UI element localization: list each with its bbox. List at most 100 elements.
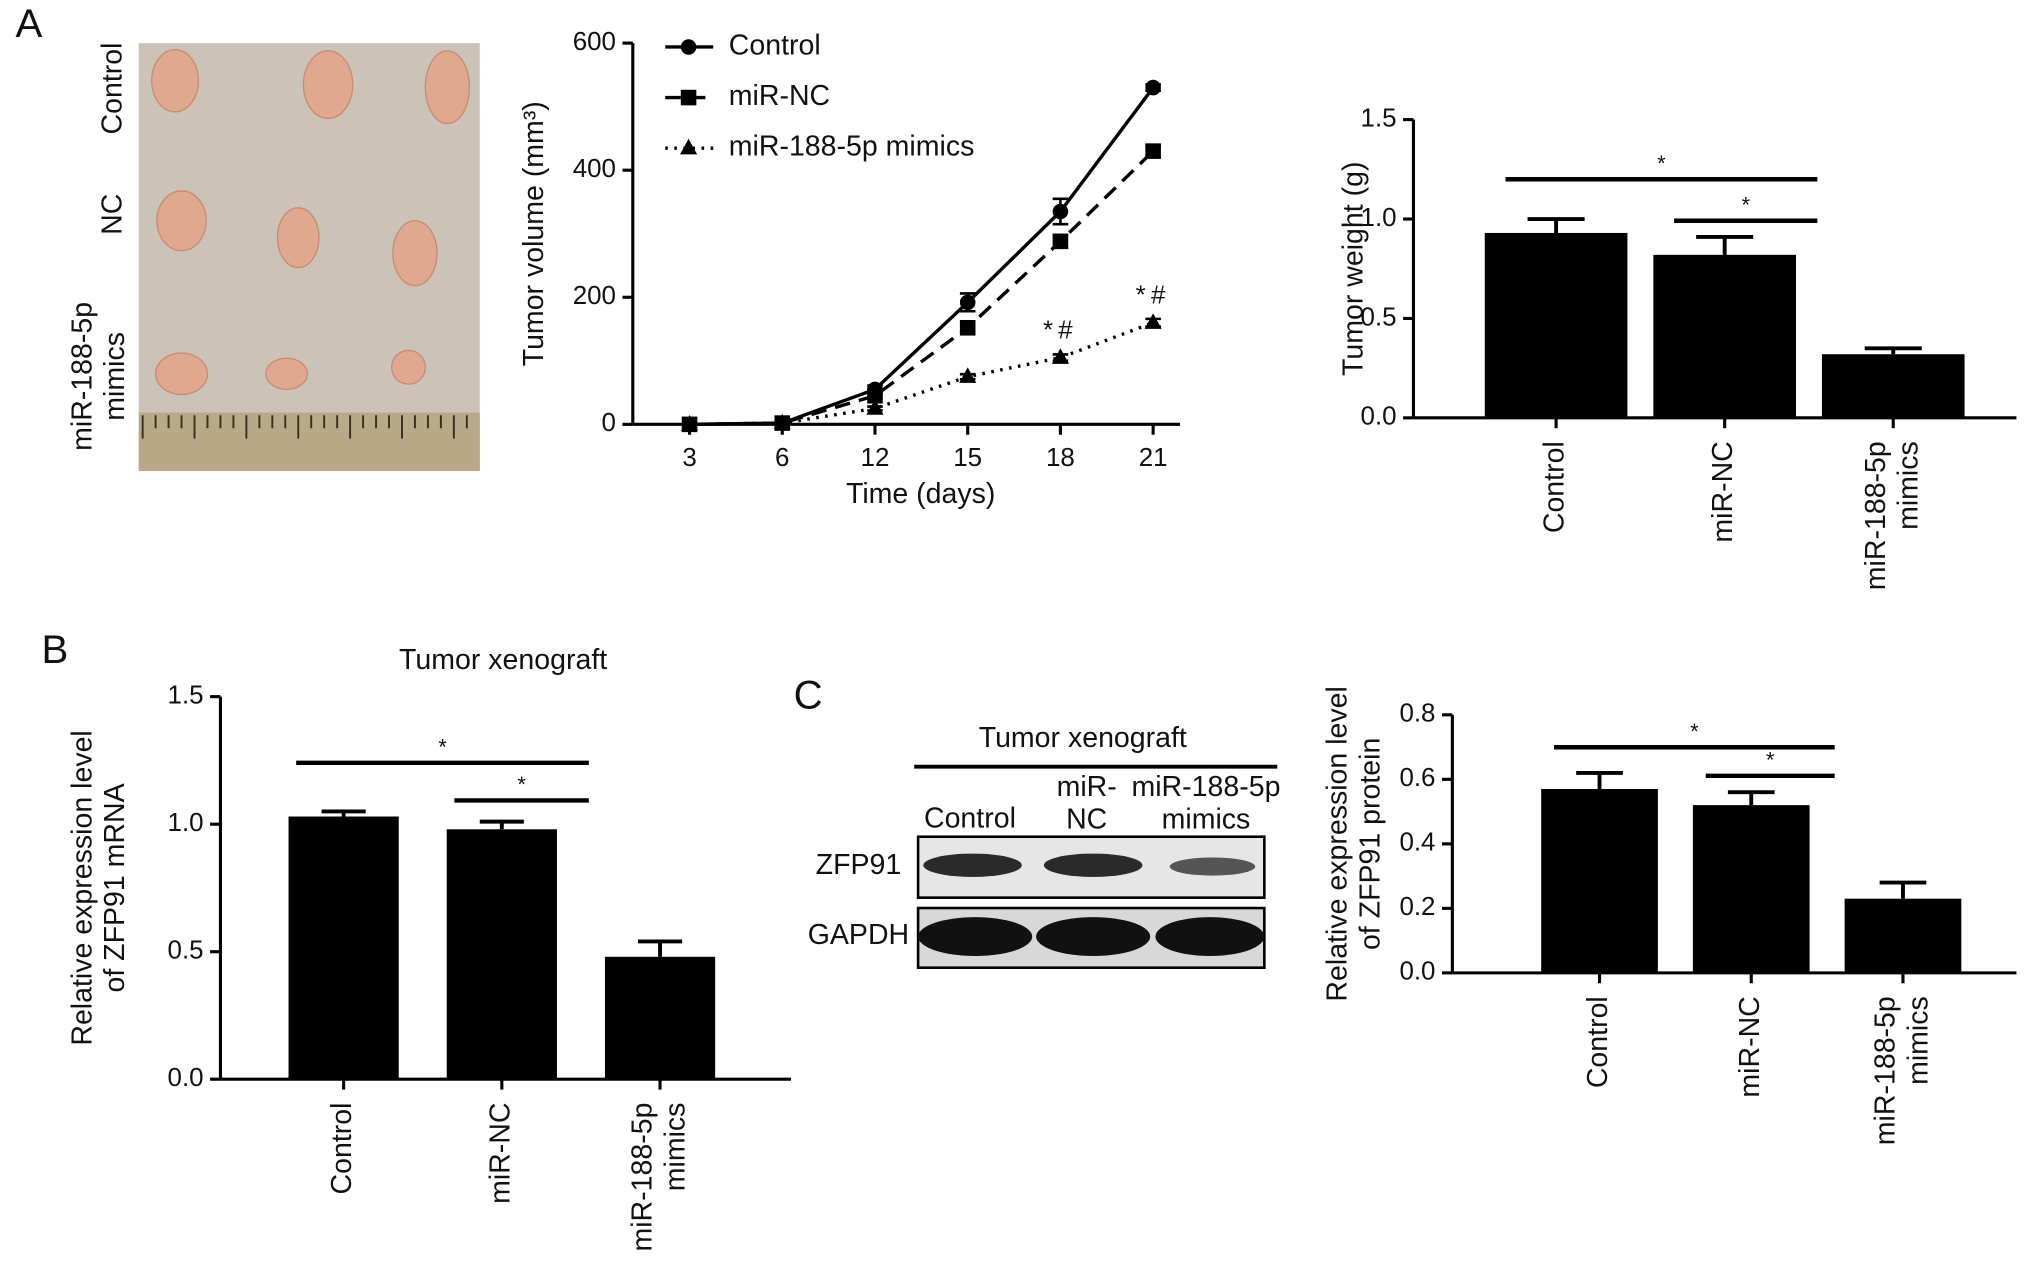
error-bar [321, 809, 366, 817]
y-tick-label: 0.5 [1361, 303, 1397, 331]
bar [446, 829, 557, 1080]
blot-lane-label: miR-188-5p mimics [1131, 770, 1280, 835]
y-axis-label: Relative expression levelof ZFP91 mRNA [66, 730, 131, 1045]
photo-row-label: Control [97, 43, 129, 135]
marker [959, 294, 976, 311]
series-line [689, 149, 1155, 427]
marker [680, 89, 697, 106]
panel-label: B [41, 627, 68, 672]
error-bar [1864, 346, 1922, 355]
x-tick-label: 12 [861, 444, 890, 472]
error-bar [1576, 770, 1623, 790]
x-tick-label: Control [1582, 996, 1614, 1088]
significance-label: * [1741, 192, 1750, 217]
panel-label: A [16, 1, 43, 46]
y-tick-label: 200 [573, 282, 616, 310]
y-tick-label: 1.5 [1361, 104, 1397, 132]
x-tick-label: 15 [953, 444, 982, 472]
bar [1844, 898, 1962, 973]
bar [1821, 354, 1965, 418]
y-axis-label: Relative expression levelof ZFP91 protei… [1321, 686, 1386, 1001]
blot-lane-label: Control [924, 802, 1016, 834]
bar [1484, 232, 1628, 418]
bar [1692, 805, 1810, 973]
marker [1052, 233, 1069, 250]
error-bar [1879, 880, 1927, 899]
x-tick-label: miR-NC [1707, 441, 1739, 542]
marker [1052, 203, 1069, 220]
y-tick-label: 0.4 [1399, 829, 1435, 857]
bar [1541, 789, 1658, 973]
marker [1144, 313, 1162, 329]
panel-label: C [794, 673, 823, 718]
y-tick-label: 600 [573, 28, 616, 56]
y-tick-label: 0 [602, 409, 616, 437]
marker [867, 387, 883, 404]
x-tick-label: miR-188-5pmimics [1869, 996, 1934, 1145]
y-tick-label: 0.0 [1361, 403, 1397, 431]
significance-label: * [438, 734, 447, 759]
y-tick-label: 0.0 [1399, 958, 1435, 986]
x-tick-label: Control [326, 1103, 358, 1195]
y-tick-label: 1.0 [168, 809, 204, 837]
x-tick-label: miR-NC [484, 1103, 516, 1204]
y-tick-label: 0.6 [1399, 764, 1435, 792]
significance-label: * [1690, 719, 1699, 744]
marker [959, 367, 977, 383]
annotation: *# [1136, 282, 1171, 310]
x-axis-label: Time (days) [846, 478, 995, 510]
significance-label: * [1766, 747, 1775, 772]
error-bar [479, 819, 524, 830]
x-tick-label: 6 [775, 444, 789, 472]
y-axis-label: Tumor volume (mm³) [518, 101, 550, 366]
error-bar [1527, 217, 1585, 233]
bar [1653, 254, 1796, 418]
y-tick-label: 1.0 [1361, 204, 1397, 232]
legend-label: Control [729, 30, 821, 62]
tumor-photo [138, 43, 480, 472]
bar [604, 956, 716, 1080]
x-tick-label: 18 [1046, 444, 1075, 472]
marker [866, 399, 884, 415]
x-tick-label: 21 [1139, 444, 1168, 472]
marker [680, 138, 698, 155]
x-tick-label: miR-188-5pmimics [1859, 441, 1924, 590]
marker [680, 415, 699, 431]
legend-label: miR-188-5p mimics [729, 131, 975, 163]
blot-title: Tumor xenograft [979, 722, 1187, 754]
photo-row-label: NC [97, 194, 129, 235]
error-bar [1696, 234, 1754, 255]
blot-lane-label: miR-NC [1057, 770, 1117, 835]
chart-title: Tumor xenograft [399, 644, 607, 676]
y-tick-label: 1.5 [168, 682, 204, 710]
x-tick-label: miR-NC [1734, 996, 1766, 1097]
series-line [689, 321, 1154, 427]
y-tick-label: 0.8 [1399, 700, 1435, 728]
significance-label: * [517, 772, 526, 797]
x-tick-label: miR-188-5pmimics [626, 1103, 691, 1252]
marker [680, 39, 697, 55]
legend-label: miR-NC [729, 80, 830, 112]
annotation: *# [1043, 317, 1078, 345]
y-axis-label: Tumor weight (g) [1338, 162, 1370, 376]
y-tick-label: 400 [573, 155, 616, 183]
marker [773, 413, 791, 430]
error-bar [1727, 790, 1775, 806]
x-tick-label: 3 [682, 444, 696, 472]
blot-row-label: ZFP91 [816, 849, 902, 881]
marker [959, 319, 976, 336]
blot-row-label: GAPDH [808, 919, 909, 951]
x-tick-label: Control [1539, 441, 1571, 533]
photo-row-label: miR-188-5pmimics [66, 302, 131, 451]
marker [1051, 348, 1069, 364]
marker [1145, 79, 1161, 96]
marker [1145, 143, 1161, 159]
error-bar [637, 939, 683, 957]
blot-image [916, 835, 1266, 969]
significance-label: * [1657, 151, 1666, 176]
y-tick-label: 0.2 [1399, 893, 1435, 921]
y-tick-label: 0.0 [168, 1064, 204, 1092]
bar [288, 816, 399, 1080]
